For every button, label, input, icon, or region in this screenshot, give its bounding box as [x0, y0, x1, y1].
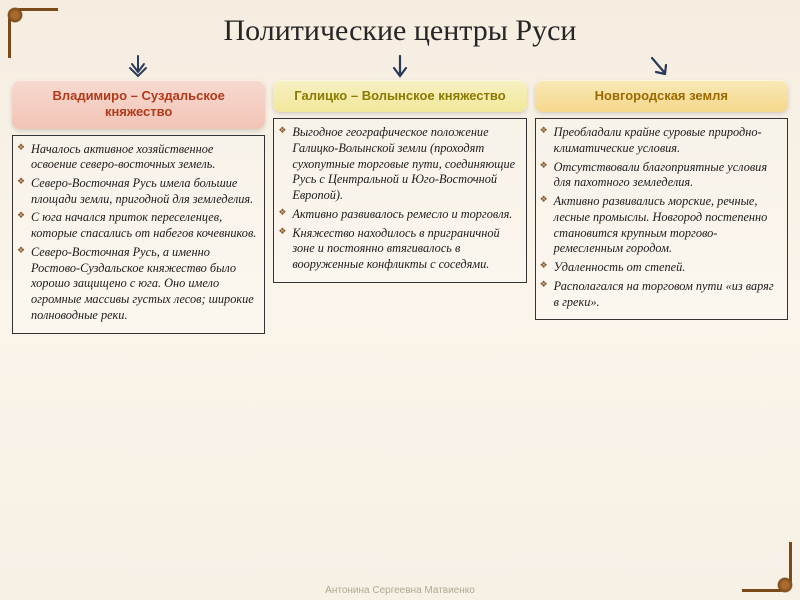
list-item: Преобладали крайне суровые природно-клим…	[540, 125, 781, 156]
column-header-2: Галицко – Волынское княжество	[273, 80, 526, 112]
column-header-3: Новгородская земля	[535, 80, 788, 112]
list-item: Княжество находилось в приграничной зоне…	[278, 226, 519, 273]
column-3: Новгородская земля Преобладали крайне су…	[535, 54, 788, 334]
slide-title: Политические центры Руси	[0, 0, 800, 54]
list-item: Выгодное географическое положение Галицк…	[278, 125, 519, 204]
arrow-icon	[646, 54, 676, 80]
arrow-icon	[124, 54, 154, 80]
list-item: Располагался на торговом пути «из варяг …	[540, 279, 781, 310]
column-header-1: Владимиро – Суздальское княжество	[12, 80, 265, 129]
list-item: Активно развивались морские, речные, лес…	[540, 194, 781, 257]
list-item: Активно развивалось ремесло и торговля.	[278, 207, 519, 223]
column-content-3: Преобладали крайне суровые природно-клим…	[535, 118, 788, 320]
column-2: Галицко – Волынское княжество Выгодное г…	[273, 54, 526, 334]
column-content-1: Началось активное хозяйственное освоение…	[12, 135, 265, 334]
list-item: С юга начался приток переселенцев, котор…	[17, 210, 258, 241]
arrow-icon	[385, 54, 415, 80]
list-item: Северо-Восточная Русь имела большие площ…	[17, 176, 258, 207]
corner-ornament-top-left	[8, 8, 58, 58]
list-item: Началось активное хозяйственное освоение…	[17, 142, 258, 173]
columns-container: Владимиро – Суздальское княжество Начало…	[0, 54, 800, 334]
column-1: Владимиро – Суздальское княжество Начало…	[12, 54, 265, 334]
list-item: Удаленность от степей.	[540, 260, 781, 276]
list-item: Отсутствовали благоприятные условия для …	[540, 160, 781, 191]
column-content-2: Выгодное географическое положение Галицк…	[273, 118, 526, 283]
list-item: Северо-Восточная Русь, а именно Ростово-…	[17, 245, 258, 324]
footer-author: Антонина Сергеевна Матвиенко	[0, 585, 800, 596]
